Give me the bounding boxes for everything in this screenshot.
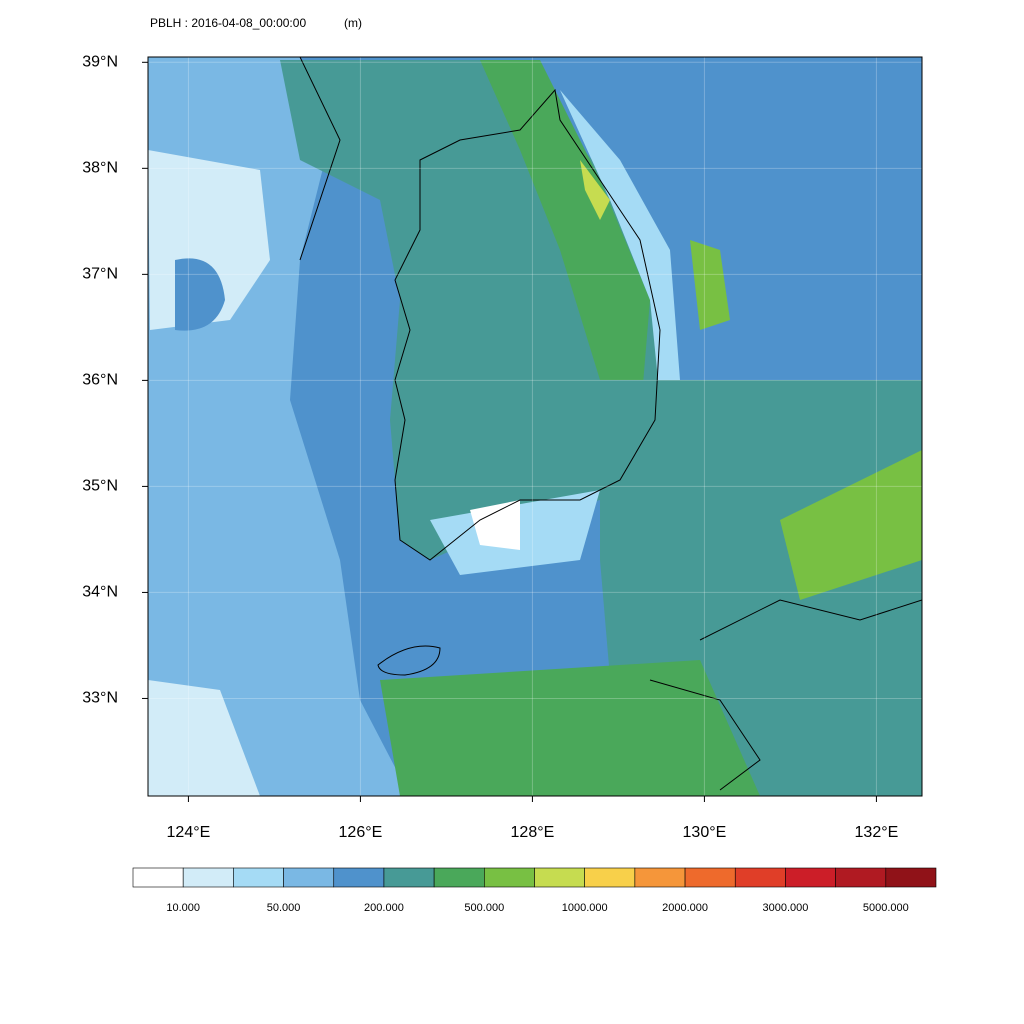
coastline bbox=[394, 88, 661, 561]
colorbar-label: 10.000 bbox=[166, 902, 200, 914]
lat-label: 39°N bbox=[82, 54, 118, 71]
field-yellow bbox=[580, 160, 610, 220]
units: (m) bbox=[344, 16, 362, 30]
field-green bbox=[780, 450, 922, 600]
lat-label: 38°N bbox=[82, 160, 118, 177]
colorbar-box bbox=[785, 867, 836, 888]
lon-label: 126°E bbox=[339, 824, 383, 841]
lat-label: 35°N bbox=[82, 478, 118, 495]
field-green bbox=[480, 60, 650, 420]
field-green bbox=[380, 660, 760, 796]
colorbar-box bbox=[484, 867, 535, 888]
colorbar-box bbox=[534, 867, 585, 888]
field-light bbox=[148, 680, 260, 796]
lat-label: 36°N bbox=[82, 372, 118, 389]
colorbar-label: 3000.000 bbox=[762, 902, 808, 914]
colorbar-box bbox=[885, 867, 937, 888]
field-green bbox=[690, 240, 730, 330]
colorbar-label: 200.000 bbox=[364, 902, 404, 914]
colorbar-box bbox=[433, 867, 485, 888]
plot-frame bbox=[147, 56, 923, 797]
colorbar-box bbox=[233, 867, 284, 888]
colorbar-box bbox=[684, 867, 736, 888]
colorbar-label: 5000.000 bbox=[863, 902, 909, 914]
coastline bbox=[649, 599, 922, 791]
grid bbox=[148, 57, 922, 796]
colorbar-box bbox=[634, 867, 686, 888]
colorbar-box bbox=[333, 867, 385, 888]
colorbar-label: 2000.000 bbox=[662, 902, 708, 914]
field-patch bbox=[175, 258, 225, 331]
colorbar-box bbox=[383, 867, 435, 888]
lon-label: 132°E bbox=[855, 824, 899, 841]
lat-label: 33°N bbox=[82, 690, 118, 707]
colorbar-box bbox=[835, 867, 887, 888]
colorbar-label: 500.000 bbox=[464, 902, 504, 914]
lon-label: 124°E bbox=[167, 824, 211, 841]
colorbar-label: 50.000 bbox=[267, 902, 301, 914]
title: PBLH : 2016-04-08_00:00:00 bbox=[150, 16, 306, 30]
coast bbox=[299, 57, 341, 261]
colorbar-box bbox=[283, 867, 335, 888]
colorbar-box bbox=[734, 867, 786, 888]
colorbar: 10.000 50.000 200.000 500.000 1000.000 2000.0… bbox=[132, 867, 937, 914]
colorbar-box bbox=[132, 867, 184, 888]
jeju bbox=[377, 645, 441, 676]
lon-label: 130°E bbox=[683, 824, 727, 841]
colorbar-box bbox=[182, 867, 234, 888]
field-white bbox=[470, 500, 520, 550]
colorbar-box bbox=[584, 867, 636, 888]
field bbox=[148, 57, 922, 796]
lon-label: 128°E bbox=[511, 824, 555, 841]
lat-label: 34°N bbox=[82, 584, 118, 601]
field-light bbox=[560, 90, 680, 400]
lat-label: 37°N bbox=[82, 266, 118, 283]
colorbar-label: 1000.000 bbox=[562, 902, 608, 914]
